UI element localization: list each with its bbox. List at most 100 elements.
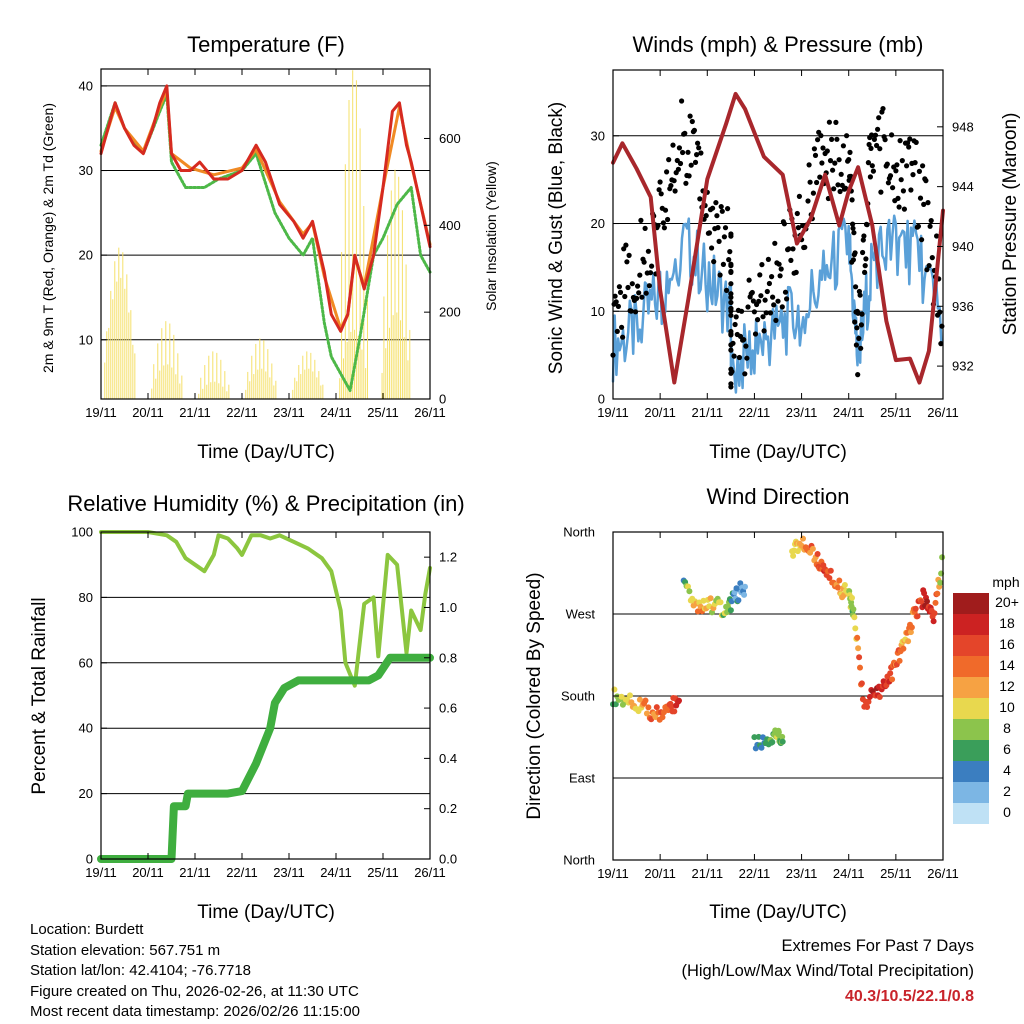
x-tick-label: 21/11 [179,865,211,880]
gust-point [769,274,775,280]
direction-point [865,698,872,705]
gust-point [756,298,762,304]
direction-point [908,624,915,631]
gust-point [728,269,734,275]
gust-point [730,340,736,346]
x-tick-label: 23/11 [273,405,305,420]
gust-point [616,284,623,290]
speed-color-legend: mph 20+ 18 16 14 12 10 8 6 4 2 0 [953,574,1020,824]
temperature-left-tick: 30 [79,163,93,178]
legend-swatch [953,677,989,698]
gust-point [851,230,857,236]
x-tick-label: 26/11 [927,866,959,881]
humidity-right-axis: 0.0 0.2 0.4 0.6 0.8 1.0 1.2 [424,550,457,867]
direction-point [851,614,858,621]
gust-point [716,238,722,244]
gust-point [642,225,648,231]
gust-point [852,319,858,325]
gust-point [867,174,874,180]
figure-created: Figure created on Thu, 2026-02-26, at 11… [30,982,359,1000]
winds-right-tick: 936 [952,299,974,314]
gust-point [742,371,748,377]
gust-point [638,217,644,223]
legend-swatch [953,593,989,614]
x-tick-label: 19/11 [85,405,117,420]
direction-point [642,697,649,704]
x-tick-label: 23/11 [786,405,818,420]
gust-point [728,261,734,267]
gust-point [805,198,811,204]
extremes-values: 40.3/10.5/22.1/0.8 [845,988,974,1005]
winds-left-tick: 20 [591,216,605,231]
station-pressure-line [611,91,945,385]
winds-title: Winds (mph) & Pressure (mb) [633,32,924,57]
gust-point [703,213,709,219]
gust-point [622,293,628,300]
direction-series [610,535,946,752]
gust-point [814,179,820,186]
gust-point [862,263,868,269]
gust-point [763,310,769,316]
gust-point [926,263,932,269]
x-tick-label: 24/11 [833,866,865,881]
direction-left-axis: North East South West North [561,525,619,868]
humidity-title: Relative Humidity (%) & Precipitation (i… [67,491,464,516]
gust-point [927,223,933,229]
temperature-left-axis: 10 20 30 40 [79,78,107,347]
direction-point [758,744,765,751]
gust-point [925,200,931,206]
gust-point [850,225,856,231]
gust-point [625,284,631,291]
direction-point [858,680,865,687]
humidity-right-tick: 1.0 [439,600,457,615]
gust-point [806,162,812,168]
gust-point [844,133,850,139]
gust-point [739,308,745,314]
direction-point [855,645,862,652]
gust-point [885,180,892,186]
gust-point [759,262,765,268]
gust-point [919,237,925,243]
gust-point [634,295,640,301]
gust-point [637,272,643,278]
gust-point [646,283,653,289]
direction-tick: North [563,853,595,868]
humidity-right-tick: 0.4 [439,751,457,766]
x-tick-label: 25/11 [367,405,399,420]
gust-point [632,309,639,315]
gust-point [802,244,808,250]
gust-point [613,299,619,305]
gust-point [897,138,903,144]
x-tick-label: 22/11 [226,865,258,880]
wind-speed-line [611,214,943,394]
direction-point [612,701,619,708]
gust-point [726,257,732,263]
direction-point [814,551,821,557]
gust-point [639,294,645,300]
gust-point [906,144,912,150]
gust-point [762,297,768,303]
x-tick-label: 19/11 [85,865,117,880]
x-tick-label: 26/11 [927,405,959,420]
gust-point [728,294,734,300]
x-tick-label: 22/11 [739,866,771,881]
gust-point [869,163,875,169]
gust-point [691,127,698,133]
x-tick-label: 23/11 [273,865,305,880]
gust-point [744,355,750,361]
x-tick-label: 23/11 [786,866,818,881]
gust-point [877,146,883,152]
gust-point [736,354,743,361]
gust-point [696,145,702,151]
gust-point [832,160,838,166]
legend-title: mph [992,574,1019,590]
station-location: Location: Burdett [30,921,144,938]
gust-point [624,259,630,265]
x-tick-label: 19/11 [597,405,629,420]
gust-point [728,299,734,306]
humidity-right-tick: 1.2 [439,550,457,565]
gust-point [796,193,803,199]
gust-point [764,288,770,295]
direction-point [907,629,914,636]
